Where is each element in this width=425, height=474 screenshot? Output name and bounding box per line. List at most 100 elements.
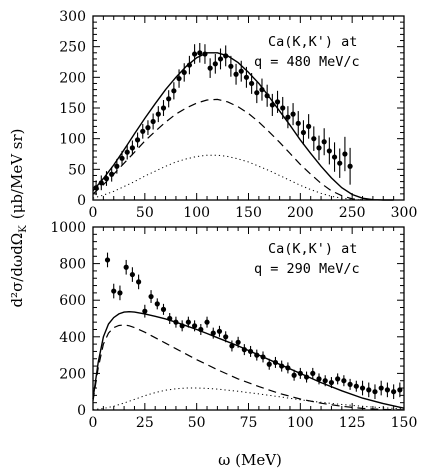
bottom-data-point: [136, 279, 142, 285]
top-x-tick-label: 0: [89, 205, 98, 221]
bottom-y-tick-label: 600: [59, 293, 86, 309]
bottom-data-point: [310, 370, 316, 376]
bottom-data-point: [384, 387, 391, 393]
bottom-data-point: [104, 257, 111, 263]
bottom-data-point: [272, 359, 279, 366]
bottom-dashed-curve: [92, 324, 405, 411]
top-data-point: [176, 75, 182, 82]
bottom-y-tick-label: 400: [59, 330, 86, 346]
bottom-data-point: [335, 376, 341, 382]
top-annotation-line-2: q = 480 MeV/c: [254, 54, 360, 70]
bottom-data-point: [254, 352, 260, 358]
top-data-point: [326, 148, 332, 154]
top-data-point: [321, 139, 327, 145]
bottom-data-point: [210, 330, 216, 336]
top-annotation-line-1: Ca(K,K') at: [268, 34, 357, 50]
top-data-points: [93, 42, 353, 196]
top-data-point: [306, 123, 312, 129]
bottom-model-curves: [92, 310, 405, 411]
top-data-point: [202, 51, 208, 57]
bottom-x-tick-label: 0: [89, 415, 98, 431]
bottom-data-point: [297, 370, 303, 376]
bottom-data-point: [204, 319, 210, 325]
top-data-point: [290, 111, 296, 117]
top-y-tick-label: 250: [59, 40, 86, 56]
top-data-point: [223, 53, 229, 59]
bottom-data-point: [198, 326, 204, 333]
top-y-tick-label: 300: [59, 9, 86, 25]
bottom-x-tick-label: 150: [391, 415, 418, 431]
bottom-data-point: [316, 376, 322, 382]
bottom-data-point: [173, 319, 179, 325]
bottom-x-tick-label: 75: [240, 415, 258, 431]
y-axis-label-units: (μb/MeV sr): [8, 128, 26, 219]
bottom-y-tick-label: 0: [77, 403, 86, 419]
bottom-ticks: [92, 226, 405, 411]
bottom-data-point: [397, 387, 403, 393]
bottom-data-points: [104, 252, 403, 400]
bottom-data-point: [328, 379, 335, 386]
bottom-data-point: [223, 334, 229, 340]
top-x-tick-label: 150: [235, 205, 262, 221]
bottom-y-tick-label: 1000: [50, 220, 86, 236]
top-x-tick-label: 200: [287, 205, 314, 221]
top-data-point: [186, 62, 193, 68]
y-axis-label-subscript: K: [18, 225, 29, 233]
bottom-data-point: [291, 372, 297, 378]
top-data-point: [197, 50, 203, 56]
bottom-data-point: [167, 315, 173, 322]
top-data-point: [109, 171, 115, 177]
bottom-data-point: [148, 293, 154, 300]
top-solid-curve: [92, 52, 394, 201]
top-data-point: [238, 68, 244, 74]
top-data-point: [280, 105, 286, 111]
top-data-point: [243, 74, 250, 80]
top-data-point: [264, 93, 270, 99]
bottom-x-tick-label: 100: [287, 415, 314, 431]
bottom-data-point: [359, 385, 366, 391]
svg-text:d²σ/dωdΩK(μb/MeV sr): d²σ/dωdΩK (μb/MeV sr): [8, 128, 29, 307]
top-data-point: [342, 151, 348, 157]
bottom-data-point: [303, 374, 310, 380]
bottom-data-point: [241, 347, 247, 353]
bottom-data-point: [266, 361, 272, 367]
top-data-point: [212, 61, 218, 67]
bottom-data-point: [347, 381, 353, 387]
top-data-point: [311, 136, 317, 142]
bottom-annotation-line-2: q = 290 MeV/c: [254, 261, 360, 277]
top-data-point: [114, 163, 120, 169]
top-y-tick-labels: 0 50 100 150 200 250 300: [59, 9, 86, 209]
top-data-point: [103, 175, 110, 182]
bottom-data-point: [353, 383, 359, 389]
bottom-data-point: [111, 288, 117, 294]
top-data-point: [285, 114, 291, 120]
top-model-curves: [92, 52, 394, 201]
top-data-point: [191, 51, 198, 57]
top-data-point: [233, 71, 239, 77]
bottom-y-tick-label: 200: [59, 366, 86, 382]
top-data-point: [331, 154, 338, 160]
top-data-point: [171, 88, 177, 94]
top-data-point: [140, 128, 146, 134]
bottom-x-tick-label: 50: [188, 415, 206, 431]
top-data-point: [300, 129, 307, 136]
y-axis-label-main: d²σ/dωdΩ: [8, 233, 26, 308]
top-data-point: [134, 137, 141, 143]
top-y-tick-label: 50: [68, 162, 86, 178]
top-data-point: [274, 99, 281, 105]
top-panel: 0 50 100 150 200 250 300 0 50 100 150 200 250 300 Ca…: [59, 9, 417, 221]
top-dashed-curve: [92, 98, 363, 201]
top-y-tick-label: 100: [59, 132, 86, 148]
top-data-point: [129, 145, 135, 151]
top-data-point: [93, 185, 99, 191]
top-data-point: [316, 145, 322, 151]
bottom-data-point: [235, 339, 241, 345]
bottom-solid-curve: [92, 310, 405, 409]
bottom-data-point: [279, 363, 285, 369]
top-data-point: [166, 96, 172, 102]
bottom-data-point: [285, 365, 291, 371]
y-axis-label: d²σ/dωdΩK (μb/MeV sr): [8, 128, 29, 307]
bottom-annotation-line-1: Ca(K,K') at: [268, 241, 357, 257]
bottom-data-point: [341, 378, 347, 384]
